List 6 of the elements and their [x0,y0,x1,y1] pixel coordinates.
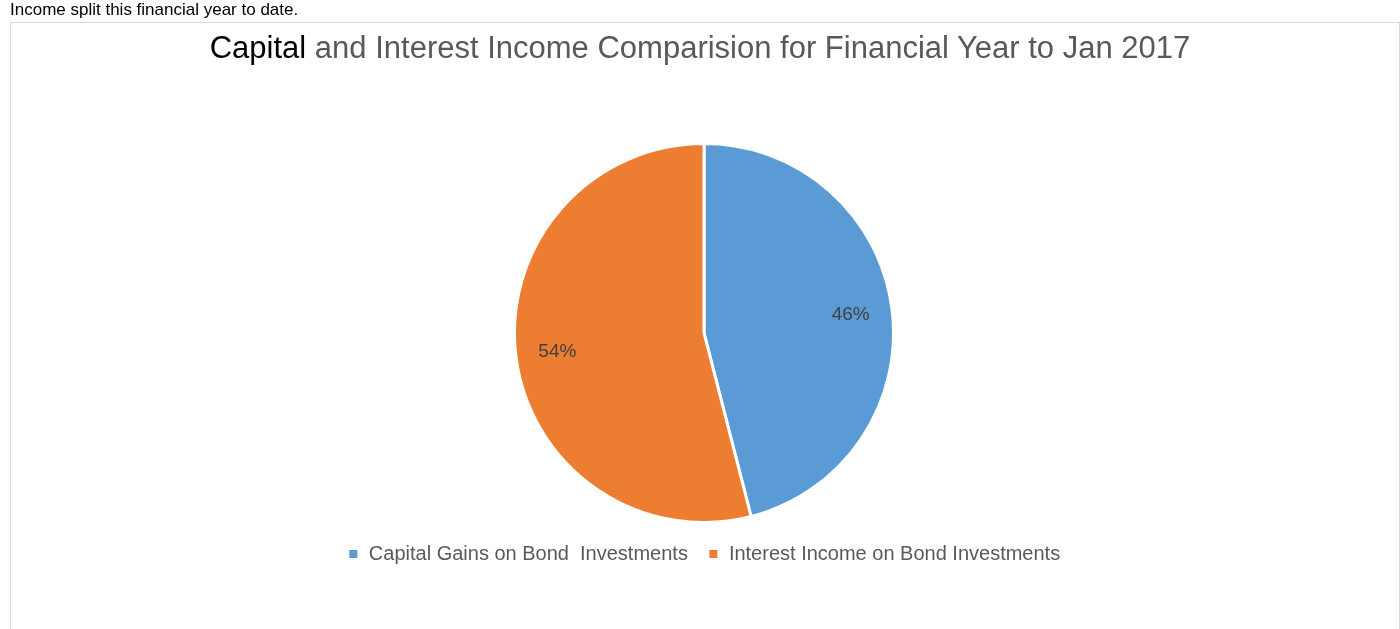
data-label: 54% [538,339,577,361]
legend-label: Interest Income on Bond Investments [728,541,1061,564]
text: Income split this financial year to date. [10,0,299,20]
legend-label: Capital Gains on Bond Investments [368,541,688,564]
chart-title: Capital and Interest Income Comparision for Financial Year to Jan 2017 [209,30,1191,65]
data-label: 46% [831,302,870,324]
